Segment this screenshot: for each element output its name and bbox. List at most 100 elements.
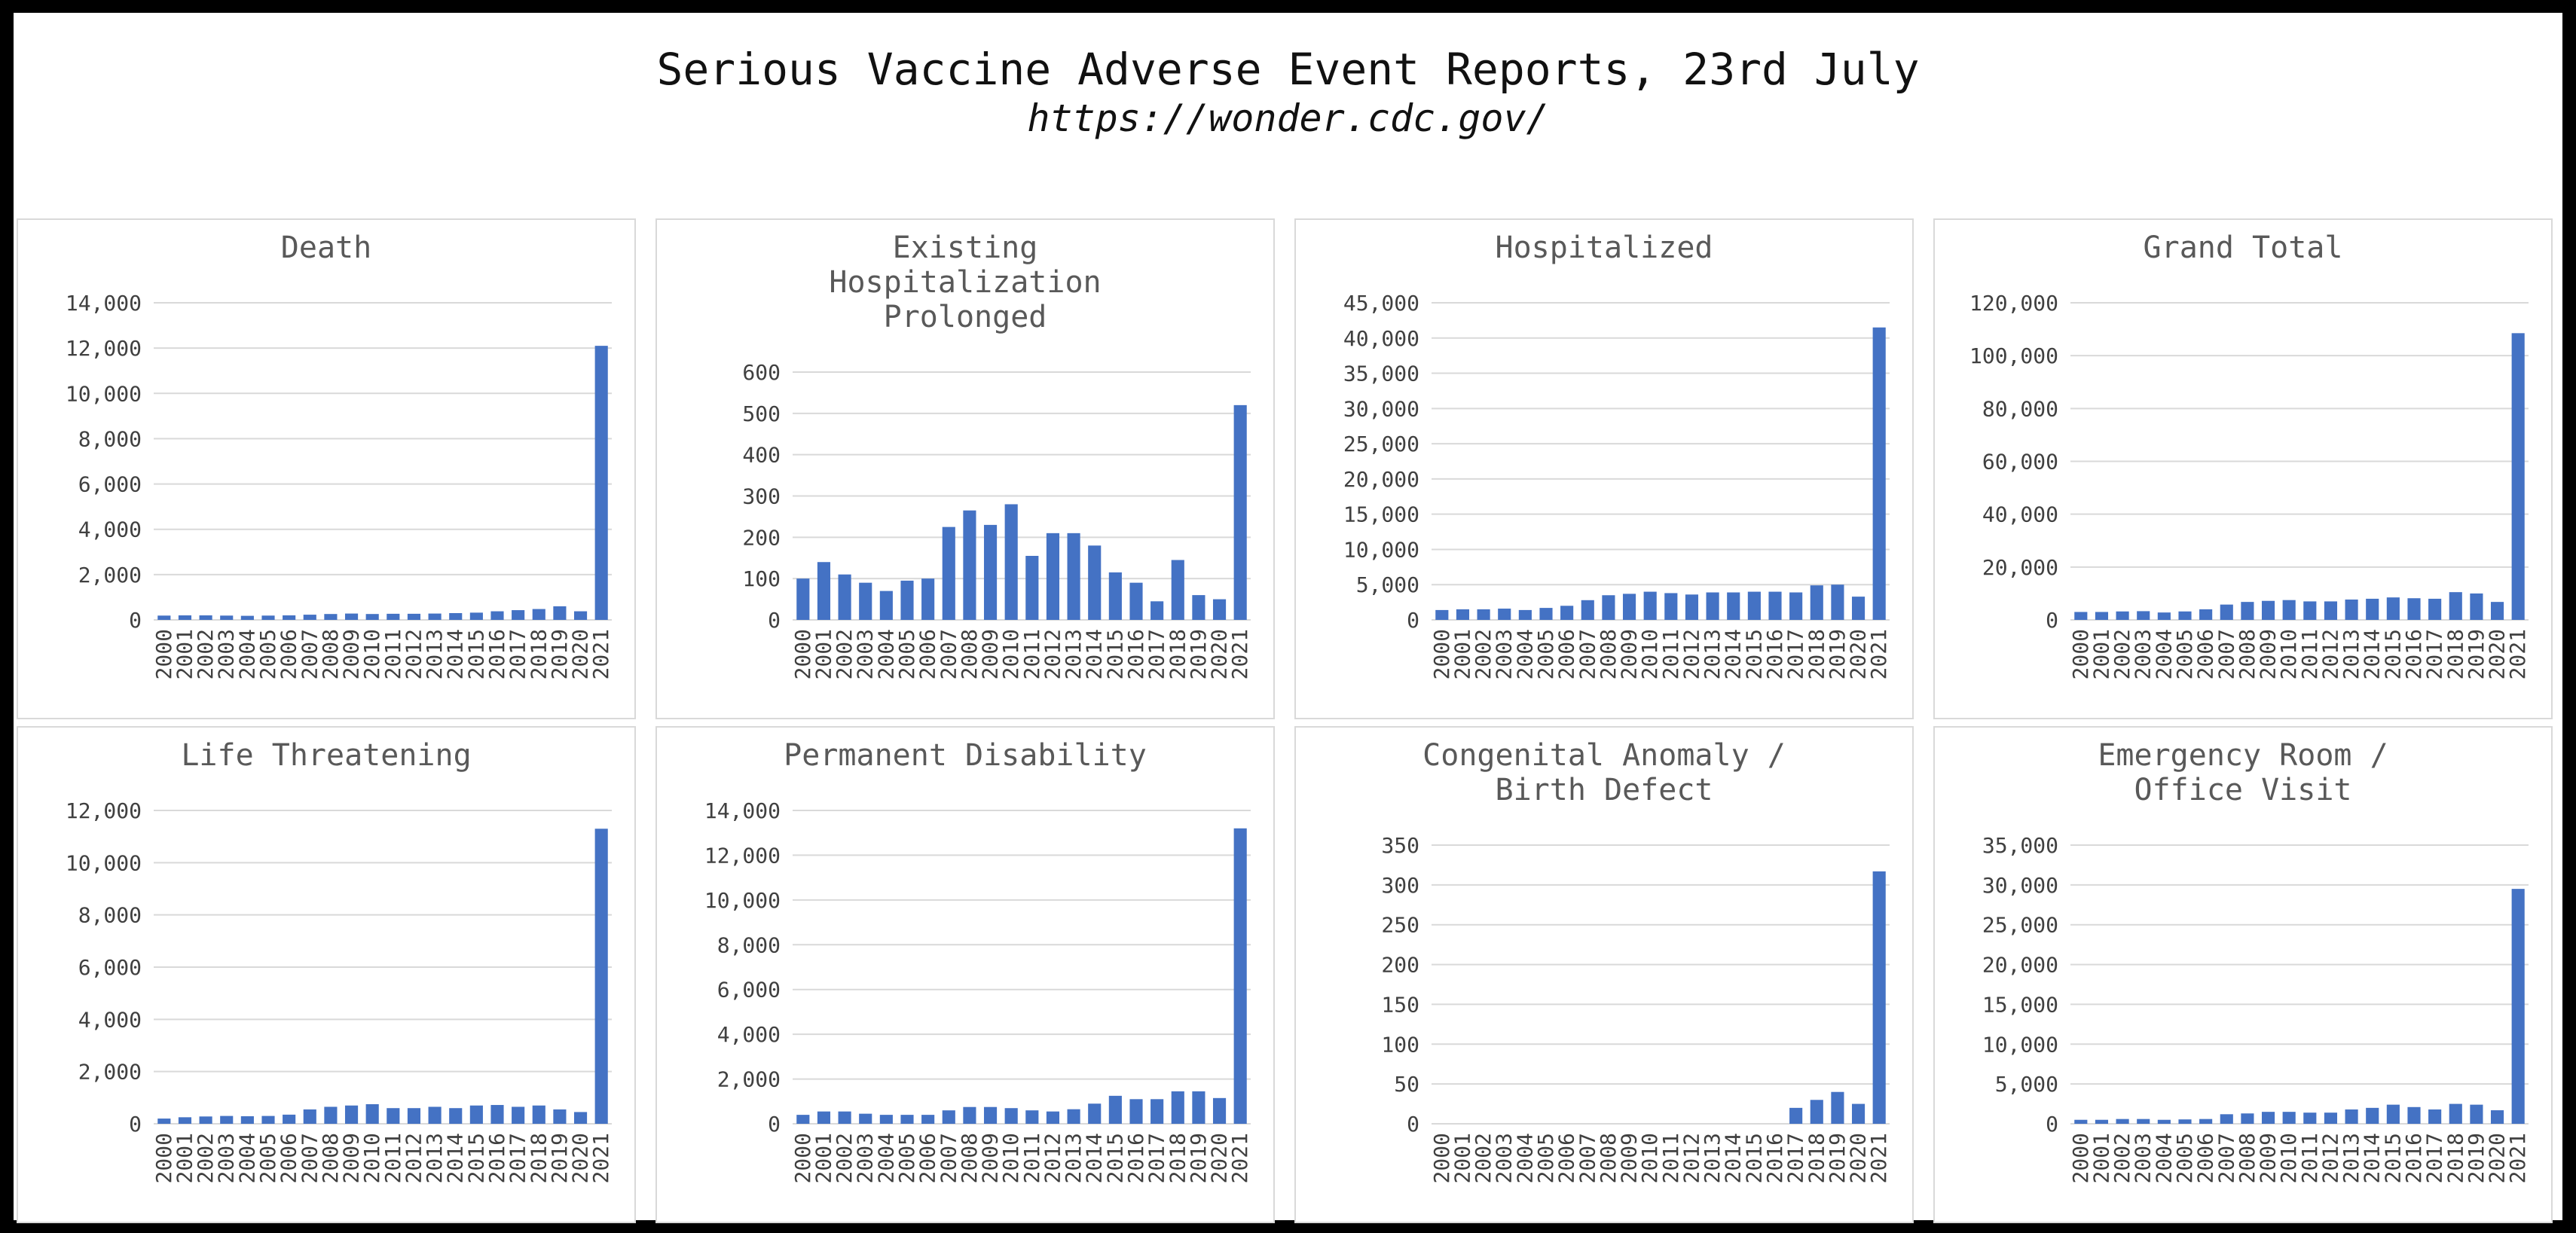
death-bar-2017	[512, 610, 525, 620]
congenital-anomaly-birth-defect-x-tick-label-2020: 2020	[1846, 1133, 1871, 1183]
grand-total-bar-2020	[2490, 602, 2504, 620]
death-bar-2009	[344, 613, 359, 620]
grand-total-x-tick-label-2011: 2011	[2297, 629, 2322, 679]
congenital-anomaly-birth-defect-x-tick-label-2021: 2021	[1866, 1133, 1891, 1183]
death-x-tick-label-2019: 2019	[547, 629, 572, 679]
grand-total-bar-2017	[2428, 598, 2442, 620]
death-bar-2012	[407, 613, 421, 620]
hospitalized-x-tick-label-2005: 2005	[1533, 629, 1558, 679]
congenital-anomaly-birth-defect-title-line-2: Birth Defect	[1496, 773, 1713, 807]
death-y-tick-label: 10,000	[66, 381, 142, 406]
emergency-room-office-visit-x-tick-label-2012: 2012	[2318, 1133, 2342, 1183]
grand-total-y-tick-label: 20,000	[1982, 555, 2058, 580]
death-x-tick-label-2012: 2012	[401, 629, 426, 679]
grand-total-x-tick-label-2001: 2001	[2089, 629, 2113, 679]
existing-hospitalization-prolonged-x-tick-label-2009: 2009	[978, 629, 1003, 679]
grand-total-x-tick-label-2008: 2008	[2235, 629, 2260, 679]
chart-frame: Serious Vaccine Adverse Event Reports, 2…	[14, 13, 2562, 1223]
life-threatening-x-tick-label-2019: 2019	[547, 1133, 572, 1183]
grand-total-x-tick-label-2009: 2009	[2256, 629, 2281, 679]
grand-total-bar-2007	[2220, 604, 2233, 620]
congenital-anomaly-birth-defect-x-tick-label-2012: 2012	[1679, 1133, 1704, 1183]
emergency-room-office-visit-title-line-1: Emergency Room /	[2098, 738, 2388, 773]
existing-hospitalization-prolonged-bar-2011	[1025, 556, 1039, 620]
life-threatening-x-tick-label-2018: 2018	[526, 1133, 551, 1183]
grand-total-x-tick-label-2007: 2007	[2214, 629, 2238, 679]
existing-hospitalization-prolonged-x-tick-label-2011: 2011	[1019, 629, 1044, 679]
congenital-anomaly-birth-defect-y-tick-label: 100	[1381, 1032, 1419, 1057]
chart-emergency-room-office-visit: Emergency Room /Office Visit 0 5,000 10,000…	[1982, 738, 2530, 1183]
hospitalized-x-tick-label-2013: 2013	[1700, 629, 1725, 679]
permanent-disability-x-tick-label-2019: 2019	[1186, 1133, 1211, 1183]
life-threatening-x-tick-label-2004: 2004	[234, 1133, 259, 1183]
existing-hospitalization-prolonged-x-tick-label-2018: 2018	[1165, 629, 1190, 679]
grand-total-y-tick-label: 60,000	[1982, 450, 2058, 475]
hospitalized-x-tick-label-2003: 2003	[1492, 629, 1517, 679]
life-threatening-x-tick-label-2000: 2000	[151, 1133, 176, 1183]
emergency-room-office-visit-x-tick-label-2013: 2013	[2339, 1133, 2364, 1183]
hospitalized-x-tick-label-2020: 2020	[1846, 629, 1871, 679]
hospitalized-bar-2021	[1872, 327, 1886, 620]
congenital-anomaly-birth-defect-x-tick-label-2013: 2013	[1700, 1133, 1725, 1183]
death-x-tick-label-2009: 2009	[339, 629, 364, 679]
hospitalized-x-tick-label-2012: 2012	[1679, 629, 1704, 679]
emergency-room-office-visit-bar-2007	[2220, 1114, 2233, 1124]
page-subtitle: https://wonder.cdc.gov/	[1027, 96, 1549, 140]
existing-hospitalization-prolonged-x-tick-label-2002: 2002	[832, 629, 857, 679]
existing-hospitalization-prolonged-x-tick-label-2013: 2013	[1061, 629, 1086, 679]
grand-total-y-tick-label: 120,000	[1969, 291, 2058, 316]
permanent-disability-y-tick-label: 0	[768, 1112, 781, 1137]
hospitalized-x-tick-label-2014: 2014	[1721, 629, 1746, 679]
existing-hospitalization-prolonged-x-tick-label-2003: 2003	[853, 629, 878, 679]
existing-hospitalization-prolonged-x-tick-label-2019: 2019	[1186, 629, 1211, 679]
death-bar-2001	[178, 615, 192, 620]
hospitalized-y-tick-label: 30,000	[1343, 396, 1419, 421]
permanent-disability-bar-2008	[963, 1106, 976, 1124]
existing-hospitalization-prolonged-y-tick-label: 600	[742, 360, 781, 385]
hospitalized-y-tick-label: 25,000	[1343, 432, 1419, 456]
existing-hospitalization-prolonged-bar-2017	[1150, 601, 1164, 620]
permanent-disability-bar-2002	[838, 1111, 851, 1124]
emergency-room-office-visit-bar-2006	[2199, 1119, 2213, 1124]
chart-grand-total: Grand Total 0 20,000 40,000 60,000 80,000 100,…	[1969, 230, 2530, 679]
life-threatening-x-tick-label-2015: 2015	[463, 1133, 488, 1183]
permanent-disability-bar-2016	[1129, 1099, 1143, 1124]
permanent-disability-bar-2012	[1046, 1111, 1060, 1124]
hospitalized-y-tick-label: 5,000	[1356, 572, 1419, 597]
death-bar-2011	[387, 613, 400, 620]
permanent-disability-y-tick-label: 2,000	[717, 1067, 781, 1092]
life-threatening-x-tick-label-2021: 2021	[588, 1133, 613, 1183]
congenital-anomaly-birth-defect-x-tick-label-2007: 2007	[1575, 1133, 1600, 1183]
death-x-tick-label-2013: 2013	[422, 629, 447, 679]
death-y-tick-label: 0	[129, 608, 142, 633]
hospitalized-x-tick-label-2008: 2008	[1596, 629, 1621, 679]
grand-total-x-tick-label-2015: 2015	[2380, 629, 2405, 679]
permanent-disability-title-line-1: Permanent Disability	[784, 738, 1147, 773]
congenital-anomaly-birth-defect-y-tick-label: 0	[1407, 1112, 1419, 1137]
congenital-anomaly-birth-defect-bar-2017	[1789, 1107, 1803, 1124]
death-x-tick-label-2001: 2001	[172, 629, 197, 679]
life-threatening-bar-2017	[512, 1106, 525, 1124]
life-threatening-bar-2010	[365, 1104, 379, 1124]
emergency-room-office-visit-x-tick-label-2014: 2014	[2360, 1133, 2385, 1183]
emergency-room-office-visit-y-tick-label: 35,000	[1982, 833, 2058, 858]
permanent-disability-y-tick-label: 8,000	[717, 932, 781, 957]
emergency-room-office-visit-bar-2003	[2137, 1119, 2150, 1124]
emergency-room-office-visit-x-tick-label-2000: 2000	[2068, 1133, 2093, 1183]
emergency-room-office-visit-bar-2013	[2345, 1109, 2358, 1124]
header: Serious Vaccine Adverse Event Reports, 2…	[14, 43, 2562, 141]
hospitalized-bar-2001	[1456, 609, 1470, 620]
congenital-anomaly-birth-defect-y-tick-label: 50	[1394, 1072, 1419, 1097]
permanent-disability-y-tick-label: 14,000	[704, 798, 781, 823]
emergency-room-office-visit-bar-2019	[2470, 1104, 2483, 1124]
existing-hospitalization-prolonged-y-tick-label: 300	[742, 484, 781, 509]
permanent-disability-bar-2015	[1108, 1095, 1122, 1124]
chart-panel-grand-total: Grand Total 0 20,000 40,000 60,000 80,000 100,…	[1933, 218, 2553, 719]
emergency-room-office-visit-bar-2004	[2157, 1119, 2171, 1124]
emergency-room-office-visit-bar-2005	[2178, 1119, 2192, 1124]
death-bar-2002	[199, 615, 212, 620]
life-threatening-bar-2020	[573, 1112, 588, 1124]
chart-panel-life-threatening: Life Threatening 0 2,000 4,000 6,000 8,000 10,…	[17, 726, 636, 1223]
emergency-room-office-visit-y-tick-label: 10,000	[1982, 1032, 2058, 1057]
grand-total-bar-2002	[2116, 611, 2129, 620]
